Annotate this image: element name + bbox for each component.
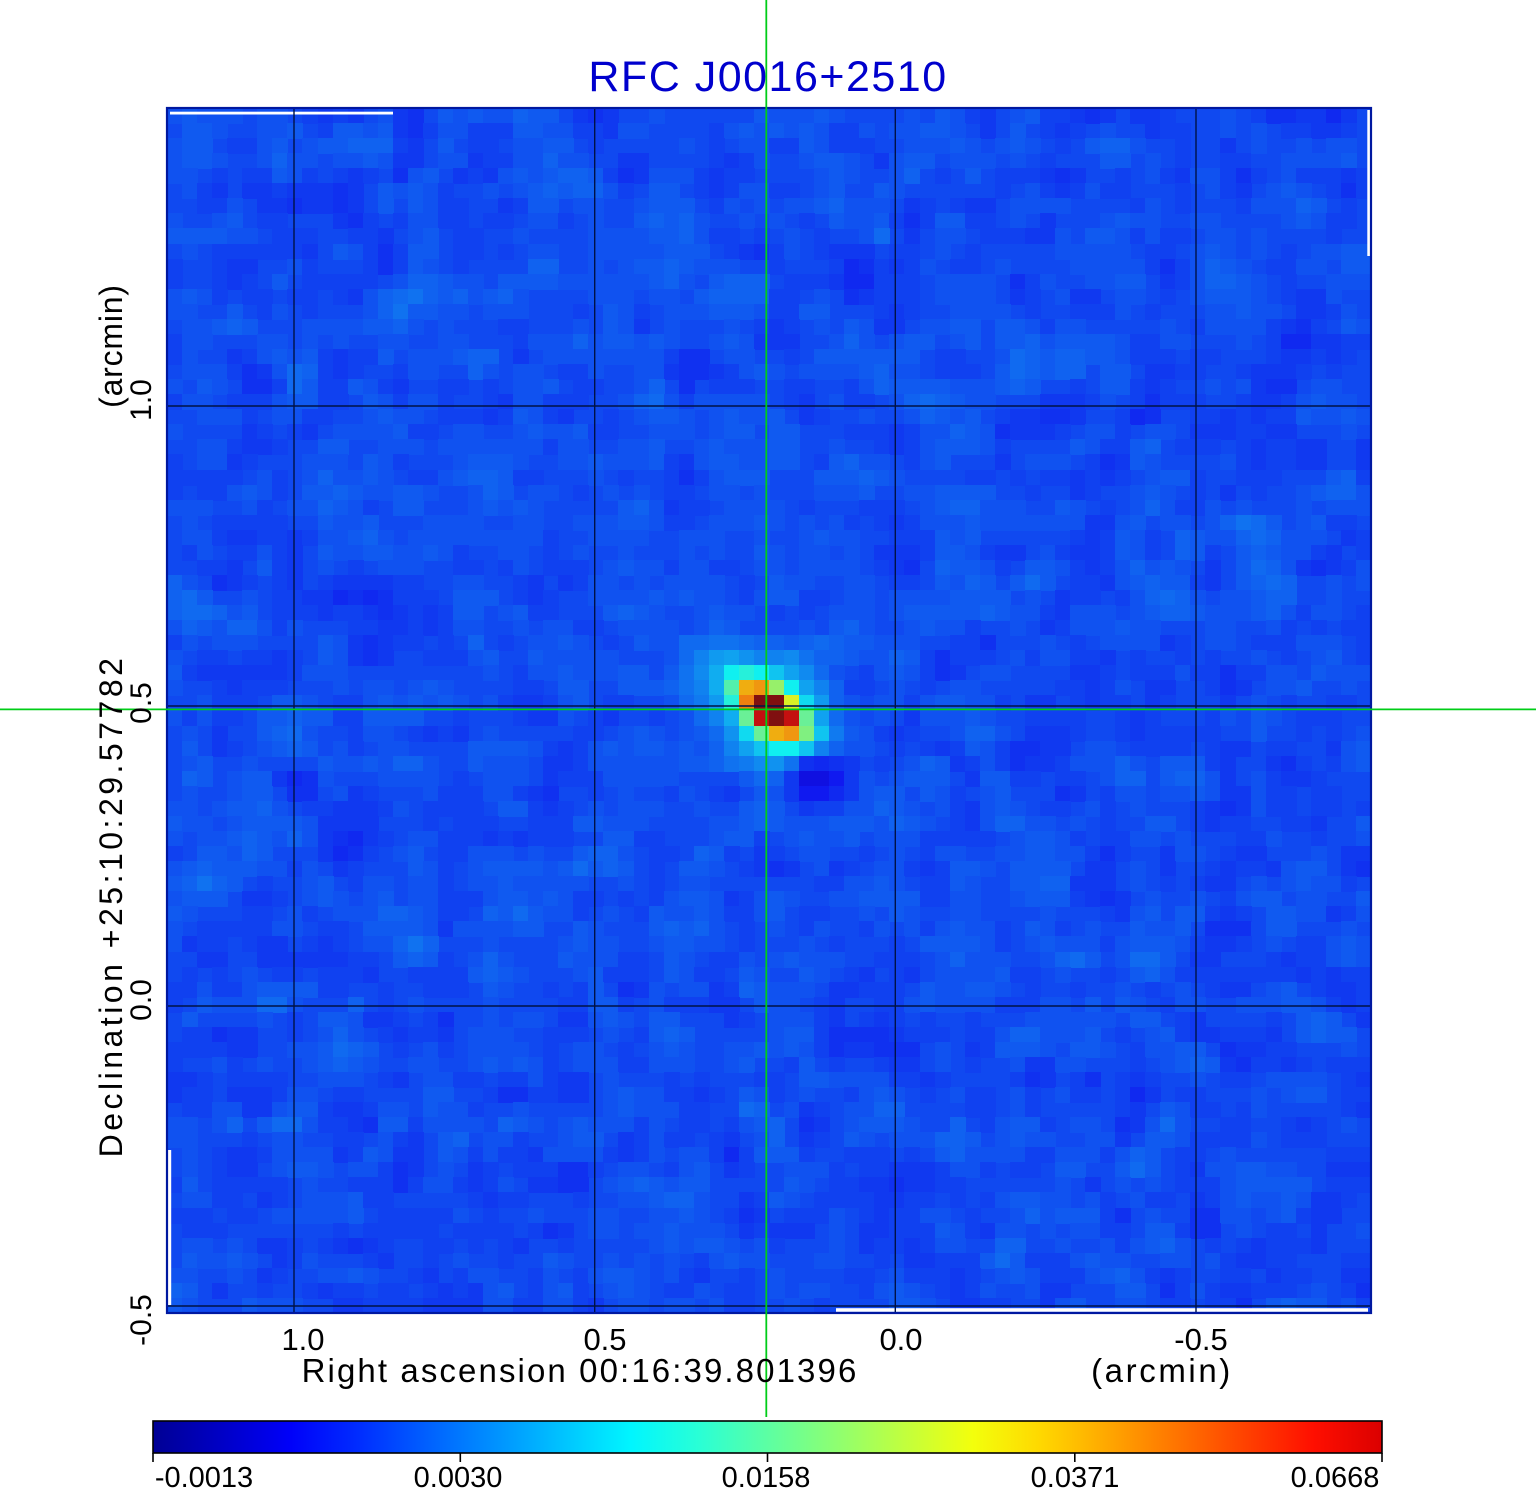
- svg-text:Right ascension 00:16:39.8013: Right ascension 00:16:39.801396: [302, 1352, 859, 1389]
- svg-text:-0.5: -0.5: [1174, 1322, 1227, 1357]
- svg-text:Declination +25:10:29.57782: Declination +25:10:29.57782: [93, 655, 129, 1158]
- svg-text:(arcmin): (arcmin): [1091, 1352, 1233, 1389]
- svg-text:0.0: 0.0: [879, 1322, 922, 1357]
- svg-text:0.0: 0.0: [125, 979, 158, 1021]
- svg-text:0.5: 0.5: [125, 682, 158, 724]
- svg-text:0.0158: 0.0158: [722, 1462, 811, 1494]
- svg-text:0.0668: 0.0668: [1291, 1462, 1380, 1494]
- svg-text:-0.0013: -0.0013: [155, 1462, 253, 1494]
- svg-text:1.0: 1.0: [125, 379, 158, 421]
- svg-text:1.0: 1.0: [281, 1322, 324, 1357]
- svg-text:(arcmin): (arcmin): [93, 284, 129, 408]
- svg-text:0.5: 0.5: [583, 1322, 626, 1357]
- svg-text:-0.5: -0.5: [125, 1294, 158, 1346]
- svg-text:RFC J0016+2510: RFC J0016+2510: [588, 53, 947, 101]
- svg-text:0.0371: 0.0371: [1031, 1462, 1120, 1494]
- svg-text:0.0030: 0.0030: [414, 1462, 503, 1494]
